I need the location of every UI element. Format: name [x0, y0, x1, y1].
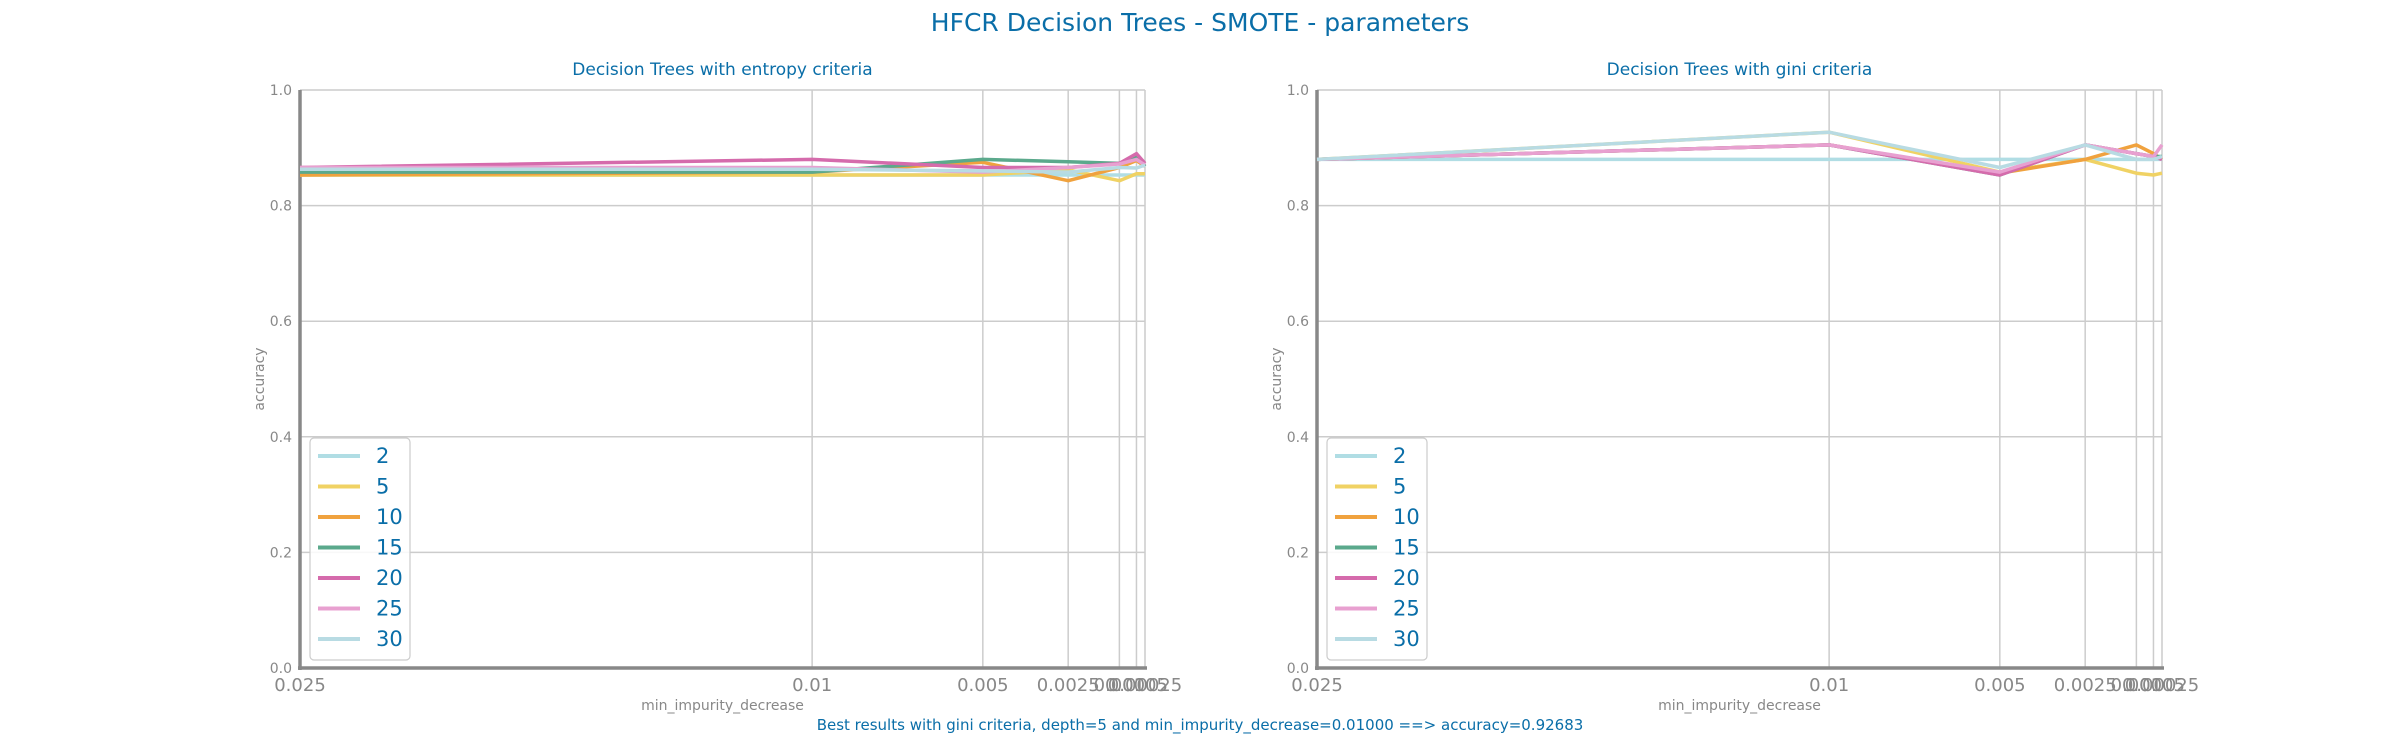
y-tick-label: 0.6: [1287, 314, 1309, 330]
legend-label: 2: [376, 444, 389, 468]
best-result-summary: Best results with gini criteria, depth=5…: [816, 716, 1584, 734]
legend-label: 25: [1393, 597, 1420, 621]
y-tick-label: 0.2: [1287, 545, 1309, 561]
chart-title: Decision Trees with gini criteria: [1607, 60, 1873, 80]
x-tick-label: 0.001: [1094, 675, 1146, 696]
legend-label: 2: [1393, 444, 1406, 468]
y-tick-label: 0.4: [270, 430, 292, 446]
y-tick-label: 0.8: [270, 199, 292, 215]
y-axis-label: accuracy: [252, 347, 268, 410]
y-tick-label: 0.8: [1287, 199, 1309, 215]
legend-label: 5: [376, 475, 389, 499]
y-tick-label: 1.0: [270, 83, 292, 99]
series-line-30: [1316, 130, 2163, 170]
chart-panel-1: 0.00.20.40.60.81.00.025 0.01 0.005 0.00250.…: [252, 60, 1182, 714]
legend-label: 30: [376, 627, 403, 651]
x-tick-label: 0.01: [1809, 675, 1849, 696]
x-tick-label: 0.025: [274, 675, 326, 696]
series-line-30: [300, 163, 1146, 174]
x-axis-label: min_impurity_decrease: [641, 698, 804, 714]
y-tick-label: 0.0: [1287, 661, 1309, 677]
legend-label: 15: [1393, 536, 1420, 560]
chart-title: Decision Trees with entropy criteria: [572, 60, 872, 80]
figure-title: HFCR Decision Trees - SMOTE - parameters: [930, 8, 1470, 37]
y-tick-label: 0.0: [270, 661, 292, 677]
series-line-15: [300, 154, 1147, 174]
y-tick-label: 0.4: [1287, 430, 1309, 446]
y-tick-label: 1.0: [1287, 83, 1309, 99]
legend-label: 10: [376, 505, 403, 529]
chart-panel-2: 0.00.20.40.60.81.00.025 0.01 0.005 0.00250.…: [1269, 60, 2199, 714]
x-tick-label: 0.005: [957, 675, 1009, 696]
y-tick-label: 0.6: [270, 314, 292, 330]
legend-label: 25: [376, 597, 403, 621]
x-tick-label: 0.0025: [2054, 675, 2117, 696]
x-tick-label: 0.005: [1974, 675, 2026, 696]
x-tick-label: 0.00025: [2125, 675, 2199, 696]
y-tick-label: 0.2: [270, 545, 292, 561]
x-tick-label: 0.025: [1291, 675, 1343, 696]
legend-label: 5: [1393, 475, 1406, 499]
legend-label: 20: [376, 566, 403, 590]
legend-label: 20: [1393, 566, 1420, 590]
x-axis-label: min_impurity_decrease: [1658, 698, 1821, 714]
x-tick-label: 0.01: [792, 675, 832, 696]
x-tick-label: 0.00025: [1108, 675, 1182, 696]
x-tick-label: 0.0005: [2122, 675, 2185, 696]
x-tick-label: 0.0005: [1105, 675, 1168, 696]
y-axis-label: accuracy: [1269, 347, 1285, 410]
legend-label: 30: [1393, 627, 1420, 651]
x-tick-label: 0.0025: [1037, 675, 1100, 696]
legend-label: 15: [376, 536, 403, 560]
series-line-5: [300, 168, 1145, 183]
x-tick-label: 0.001: [2111, 675, 2163, 696]
legend-label: 10: [1393, 505, 1420, 529]
